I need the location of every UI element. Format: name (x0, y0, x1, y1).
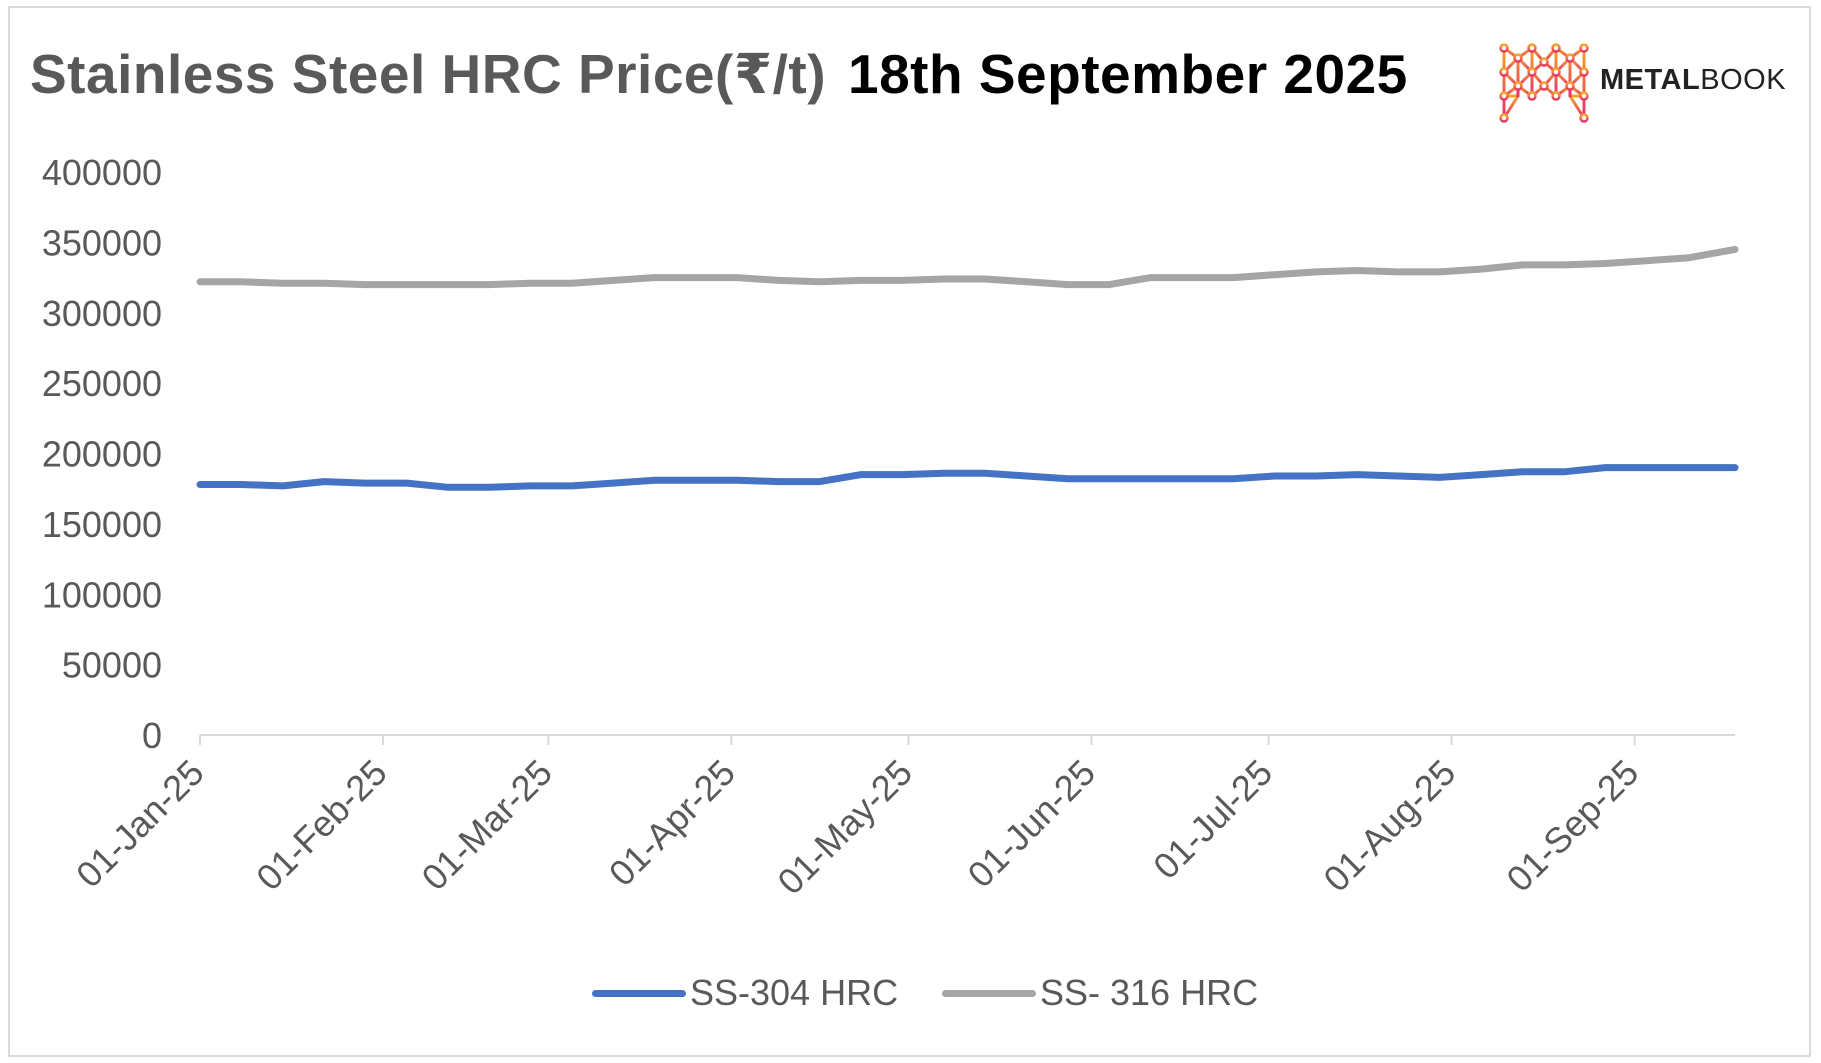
x-tick-label: 01-Jan-25 (68, 752, 212, 896)
x-tick-label: 01-Sep-25 (1498, 752, 1646, 900)
legend: SS-304 HRC SS- 316 HRC (0, 968, 1821, 1018)
y-axis: 0 50000 100000 150000 200000 250000 300000 3500… (42, 152, 162, 756)
chart-date: 18th September 2025 (848, 43, 1408, 105)
series-layer (196, 245, 1739, 491)
y-tick-label: 250000 (42, 363, 162, 404)
x-tick-label: 01-Jun-25 (960, 752, 1104, 896)
metalbook-mesh-icon (1499, 43, 1589, 123)
chart-title: Stainless Steel HRC Price(₹/t) (30, 43, 827, 105)
x-tick-label: 01-Feb-25 (248, 752, 394, 898)
x-tick-label: 01-May-25 (769, 752, 920, 903)
series-line-ss316 (196, 245, 1739, 289)
legend-item-ss316: SS- 316 HRC (942, 968, 1258, 1018)
x-tick-label: 01-Apr-25 (601, 752, 743, 894)
x-tick-label: 01-Jul-25 (1145, 752, 1280, 887)
x-tick-label: 01-Mar-25 (414, 752, 560, 898)
y-tick-label: 400000 (42, 152, 162, 193)
legend-swatch-ss304 (592, 989, 686, 997)
y-tick-label: 0 (142, 715, 162, 756)
y-tick-label: 50000 (62, 645, 162, 686)
legend-item-ss304: SS-304 HRC (592, 968, 898, 1018)
x-tick-label: 01-Aug-25 (1315, 752, 1463, 900)
logo-text: METALBOOK (1600, 64, 1786, 97)
chart-frame (8, 6, 1811, 1057)
legend-label-ss316: SS- 316 HRC (1040, 972, 1259, 1013)
y-tick-label: 200000 (42, 434, 162, 475)
logo-text-book: BOOK (1700, 64, 1787, 96)
logo-text-metal: METAL (1600, 64, 1701, 96)
y-tick-label: 350000 (42, 222, 162, 263)
legend-label-ss304: SS-304 HRC (690, 972, 899, 1013)
x-axis: 01-Jan-25 01-Feb-25 01-Mar-25 01-Apr-25 01-M… (68, 734, 1735, 903)
y-tick-label: 150000 (42, 504, 162, 545)
legend-swatch-ss316 (942, 989, 1036, 997)
metalbook-logo: METALBOOK (1496, 36, 1796, 126)
y-tick-label: 300000 (42, 293, 162, 334)
y-tick-label: 100000 (42, 574, 162, 615)
series-line-ss304 (196, 464, 1739, 491)
